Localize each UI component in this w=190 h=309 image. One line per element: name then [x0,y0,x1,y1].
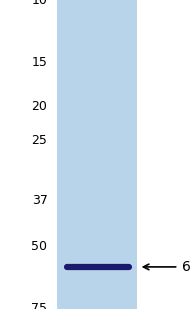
Text: 75: 75 [32,303,48,309]
Text: 60kDa: 60kDa [182,260,190,274]
Text: 25: 25 [32,134,48,147]
Bar [57,0,137,309]
Text: 37: 37 [32,194,48,207]
Text: 15: 15 [32,56,48,69]
Text: 50: 50 [32,240,48,253]
Text: 10: 10 [32,0,48,6]
Text: 20: 20 [32,100,48,113]
